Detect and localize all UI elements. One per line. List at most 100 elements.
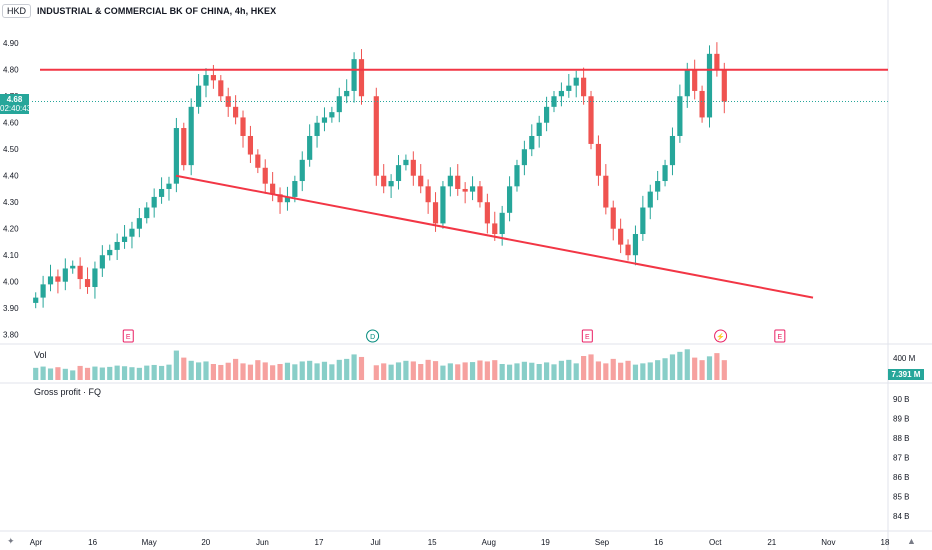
candle-body bbox=[92, 268, 98, 288]
volume-bar bbox=[55, 367, 61, 380]
settings-icon[interactable]: ✦ bbox=[7, 536, 15, 546]
volume-bar bbox=[196, 362, 202, 380]
volume-bar bbox=[40, 366, 46, 380]
volume-bar bbox=[410, 361, 416, 380]
candle-body bbox=[558, 90, 564, 97]
candle-body bbox=[477, 186, 483, 203]
candle-body bbox=[506, 186, 513, 213]
volume-bar bbox=[166, 364, 172, 380]
candle-body bbox=[692, 69, 698, 91]
volume-bar bbox=[566, 359, 572, 380]
volume-bar bbox=[581, 356, 587, 380]
candle-body bbox=[618, 228, 624, 245]
volume-bar bbox=[277, 364, 283, 380]
scroll-right-icon[interactable]: ▲ bbox=[907, 536, 916, 546]
gross-profit-tick-label: 89 B bbox=[893, 415, 909, 424]
candle-body bbox=[706, 53, 713, 118]
volume-value-badge: 7.391 M bbox=[888, 369, 924, 380]
time-tick-label: 19 bbox=[541, 538, 550, 547]
volume-bar bbox=[610, 358, 616, 380]
candle-body bbox=[699, 90, 705, 118]
support-trendline bbox=[175, 174, 814, 299]
candle-body bbox=[655, 181, 661, 192]
volume-bar bbox=[499, 364, 505, 380]
earnings-event-icon bbox=[581, 329, 593, 343]
volume-bar bbox=[173, 350, 179, 380]
volume-bar bbox=[603, 363, 609, 380]
gross-profit-pane-label[interactable]: Gross profit · FQ bbox=[34, 387, 102, 397]
event-label: D bbox=[370, 334, 375, 341]
volume-bar bbox=[373, 365, 379, 380]
event-markers[interactable]: E D E ⚡ E bbox=[122, 329, 786, 343]
volume-bar bbox=[425, 359, 431, 380]
volume-bar bbox=[336, 359, 342, 380]
candle-body bbox=[99, 255, 105, 269]
volume-bar bbox=[514, 363, 520, 380]
volume-bar bbox=[203, 361, 209, 380]
time-tick-label: 21 bbox=[767, 538, 776, 547]
volume-bar bbox=[484, 361, 490, 380]
candle-body bbox=[321, 117, 328, 123]
candle-body bbox=[499, 212, 505, 235]
candle-body bbox=[358, 59, 365, 97]
volume-bar bbox=[121, 366, 128, 380]
volume-bar bbox=[477, 360, 483, 380]
volume-bar bbox=[492, 360, 498, 380]
candle-body bbox=[47, 276, 54, 285]
time-tick-label: Oct bbox=[709, 538, 722, 547]
split-event-icon bbox=[714, 329, 728, 343]
candle-body bbox=[684, 69, 690, 97]
volume-bar bbox=[655, 360, 661, 380]
candle-body bbox=[84, 279, 91, 288]
candle-body bbox=[144, 207, 150, 219]
volume-bar bbox=[647, 362, 653, 380]
candle-body bbox=[158, 188, 165, 197]
candle-body bbox=[233, 106, 239, 118]
candle-body bbox=[603, 175, 609, 208]
volume-bar bbox=[403, 360, 409, 380]
volume-bar bbox=[136, 367, 142, 380]
volume-pane-label[interactable]: Vol bbox=[34, 350, 47, 360]
price-tick-label: 4.40 bbox=[3, 172, 19, 181]
candle-body bbox=[410, 159, 416, 176]
event-label: E bbox=[126, 334, 131, 341]
time-tick-label: Jul bbox=[370, 538, 380, 547]
volume-bar bbox=[62, 368, 68, 380]
bar-countdown: 02:40:43 bbox=[0, 104, 32, 113]
volume-bar bbox=[447, 363, 453, 380]
candle-body bbox=[277, 194, 283, 203]
time-axis[interactable]: Apr 16 May 20 Jun 17 Jul 15 Aug 19 Sep 16 Oct 21 Nov 18 bbox=[30, 538, 890, 547]
candle-body bbox=[588, 96, 594, 144]
candle-body bbox=[203, 75, 209, 86]
volume-bar bbox=[706, 356, 713, 380]
volume-bar bbox=[99, 367, 105, 380]
candle-body bbox=[247, 135, 254, 155]
candle-body bbox=[218, 80, 224, 97]
candle-body bbox=[529, 135, 535, 150]
time-tick-label: Jun bbox=[256, 538, 269, 547]
symbol-title[interactable]: INDUSTRIAL & COMMERCIAL BK OF CHINA, 4h,… bbox=[37, 6, 277, 16]
drawing-tools[interactable] bbox=[32, 68, 888, 299]
volume-bar bbox=[218, 364, 224, 380]
volume-bar bbox=[144, 365, 150, 380]
candle-body bbox=[284, 196, 291, 203]
volume-bar bbox=[469, 362, 476, 380]
candle-body bbox=[270, 183, 276, 195]
volume-bar bbox=[669, 354, 676, 380]
candle-body bbox=[462, 188, 468, 192]
volume-bar bbox=[107, 366, 113, 380]
volume-bar bbox=[588, 354, 594, 380]
volume-bar bbox=[255, 360, 261, 380]
currency-badge[interactable]: HKD bbox=[2, 4, 32, 18]
price-tick-label: 4.50 bbox=[3, 145, 19, 154]
volume-bar bbox=[632, 364, 639, 380]
candle-body bbox=[173, 128, 179, 184]
candle-body bbox=[62, 268, 68, 282]
gross-profit-axis: 90 B 89 B 88 B 87 B 86 B 85 B 84 B bbox=[893, 395, 909, 521]
time-tick-label: Apr bbox=[30, 538, 43, 547]
candle-body bbox=[440, 186, 446, 224]
price-tick-label: 4.60 bbox=[3, 119, 19, 128]
candle-body bbox=[610, 207, 616, 229]
